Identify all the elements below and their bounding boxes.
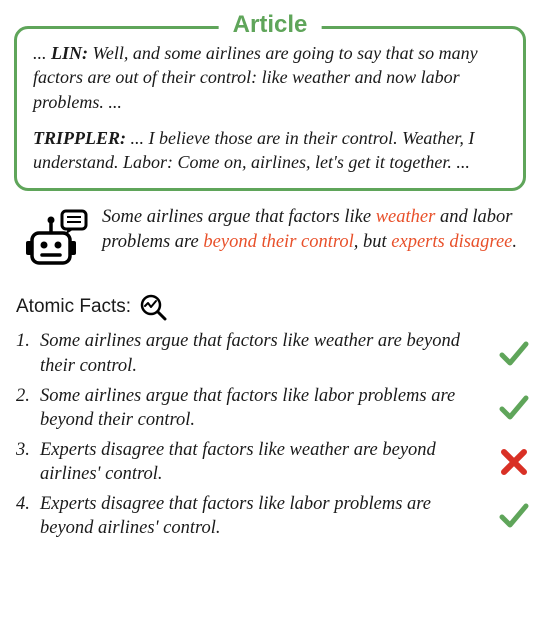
check-icon [498, 392, 530, 424]
article-body: Well, and some airlines are going to say… [33, 43, 478, 112]
speaker-label: TRIPPLER: [33, 128, 126, 148]
atomic-facts-list: 1.Some airlines argue that factors like … [14, 329, 526, 539]
summary-text: , but [354, 232, 392, 252]
fact-text: Some airlines argue that factors like la… [40, 384, 526, 432]
highlighted-text: beyond their control [203, 232, 353, 252]
fact-number: 4. [16, 492, 36, 516]
fact-number: 2. [16, 384, 36, 408]
article-content: ... LIN: Well, and some airlines are goi… [33, 41, 507, 174]
bot-summary-row: Some airlines argue that factors like we… [14, 205, 526, 279]
summary-text: . [512, 232, 517, 252]
cross-icon [498, 446, 530, 478]
check-icon [498, 338, 530, 370]
atomic-facts-header: Atomic Facts: [14, 293, 526, 321]
highlighted-text: experts disagree [391, 232, 512, 252]
article-label: Article [219, 11, 322, 39]
fact-number: 3. [16, 438, 36, 462]
fact-item: 1.Some airlines argue that factors like … [16, 329, 526, 377]
fact-number: 1. [16, 329, 36, 353]
summary-text: Some airlines argue that factors like [102, 207, 376, 227]
article-box: Article ... LIN: Well, and some airlines… [14, 26, 526, 191]
check-icon [498, 500, 530, 532]
magnifier-icon [139, 293, 167, 321]
atomic-facts-label: Atomic Facts: [16, 296, 131, 318]
robot-icon [18, 207, 90, 279]
fact-item: 2.Some airlines argue that factors like … [16, 384, 526, 432]
bot-summary-text: Some airlines argue that factors like we… [102, 205, 522, 255]
article-paragraph: TRIPPLER: ... I believe those are in the… [33, 126, 507, 175]
highlighted-text: weather [376, 207, 436, 227]
fact-text: Experts disagree that factors like labor… [40, 492, 526, 540]
fact-item: 4.Experts disagree that factors like lab… [16, 492, 526, 540]
article-prefix: ... [33, 43, 51, 63]
fact-text: Some airlines argue that factors like we… [40, 329, 526, 377]
fact-text: Experts disagree that factors like weath… [40, 438, 526, 486]
fact-item: 3.Experts disagree that factors like wea… [16, 438, 526, 486]
speaker-label: LIN: [51, 43, 88, 63]
article-paragraph: ... LIN: Well, and some airlines are goi… [33, 41, 507, 114]
